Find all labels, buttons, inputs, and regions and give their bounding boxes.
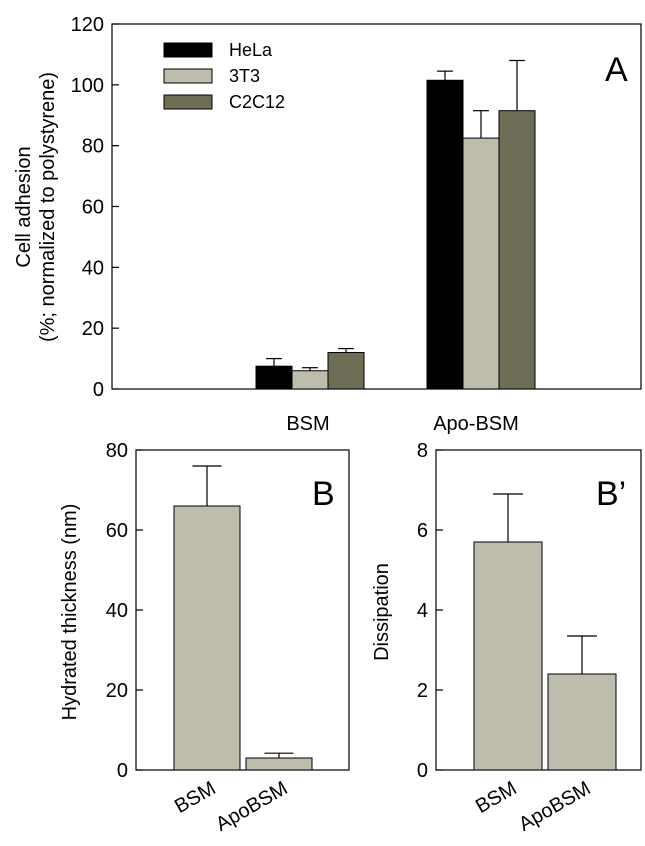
x-category-label: BSM: [286, 413, 329, 435]
legend-swatch: [163, 42, 213, 58]
panel-a-letter: A: [605, 51, 628, 89]
legend-label: C2C12: [229, 92, 285, 112]
panel-a-ylabel-line1: Cell adhesion: [13, 146, 35, 267]
panel-b-letter: B: [312, 475, 335, 513]
y-tick-label: 40: [82, 257, 104, 279]
legend-swatch: [163, 94, 213, 110]
bar: [255, 365, 293, 390]
y-tick-label: 80: [82, 136, 104, 158]
x-category-label: Apo-BSM: [433, 413, 519, 435]
y-tick-label: 80: [106, 440, 128, 462]
y-tick-label: 0: [417, 760, 428, 782]
y-tick-label: 100: [71, 75, 104, 97]
y-tick-label: 60: [82, 197, 104, 219]
y-tick-label: 8: [417, 440, 428, 462]
y-tick-label: 60: [106, 520, 128, 542]
legend-swatch: [163, 68, 213, 84]
legend-label: 3T3: [229, 66, 260, 86]
y-tick-label: 120: [71, 14, 104, 36]
bar: [173, 505, 241, 771]
x-category-label: ApoBSM: [515, 777, 594, 836]
y-tick-label: 4: [417, 600, 428, 622]
bar: [498, 110, 536, 390]
y-tick-label: 0: [117, 760, 128, 782]
bar: [462, 137, 500, 390]
y-tick-label: 2: [417, 680, 428, 702]
y-tick-label: 20: [82, 318, 104, 340]
x-category-label: ApoBSM: [212, 777, 291, 836]
panel-a-ylabel-line2: (%; normalized to polystyrene): [37, 72, 59, 342]
legend-label: HeLa: [229, 40, 273, 60]
y-tick-label: 20: [106, 680, 128, 702]
bar: [327, 352, 365, 390]
bar: [291, 370, 329, 390]
panel-b-prime-letter: B’: [596, 475, 626, 513]
bar: [426, 79, 464, 390]
panel-b-ylabel: Hydrated thickness (nm): [59, 504, 81, 721]
panel-b-prime-ylabel: Dissipation: [371, 563, 393, 661]
y-tick-label: 40: [106, 600, 128, 622]
bar: [547, 673, 617, 771]
x-category-label: BSM: [171, 777, 220, 818]
bar: [473, 541, 543, 771]
x-category-label: BSM: [472, 777, 521, 818]
panel-a-chart: 0 20 40 60 80 100 120 BSM Apo-BSM Cell adhesion…: [13, 14, 642, 435]
panel-a-legend: HeLa 3T3 C2C12: [163, 40, 285, 112]
bar: [245, 757, 313, 771]
y-tick-label: 6: [417, 520, 428, 542]
y-tick-label: 0: [93, 379, 104, 401]
